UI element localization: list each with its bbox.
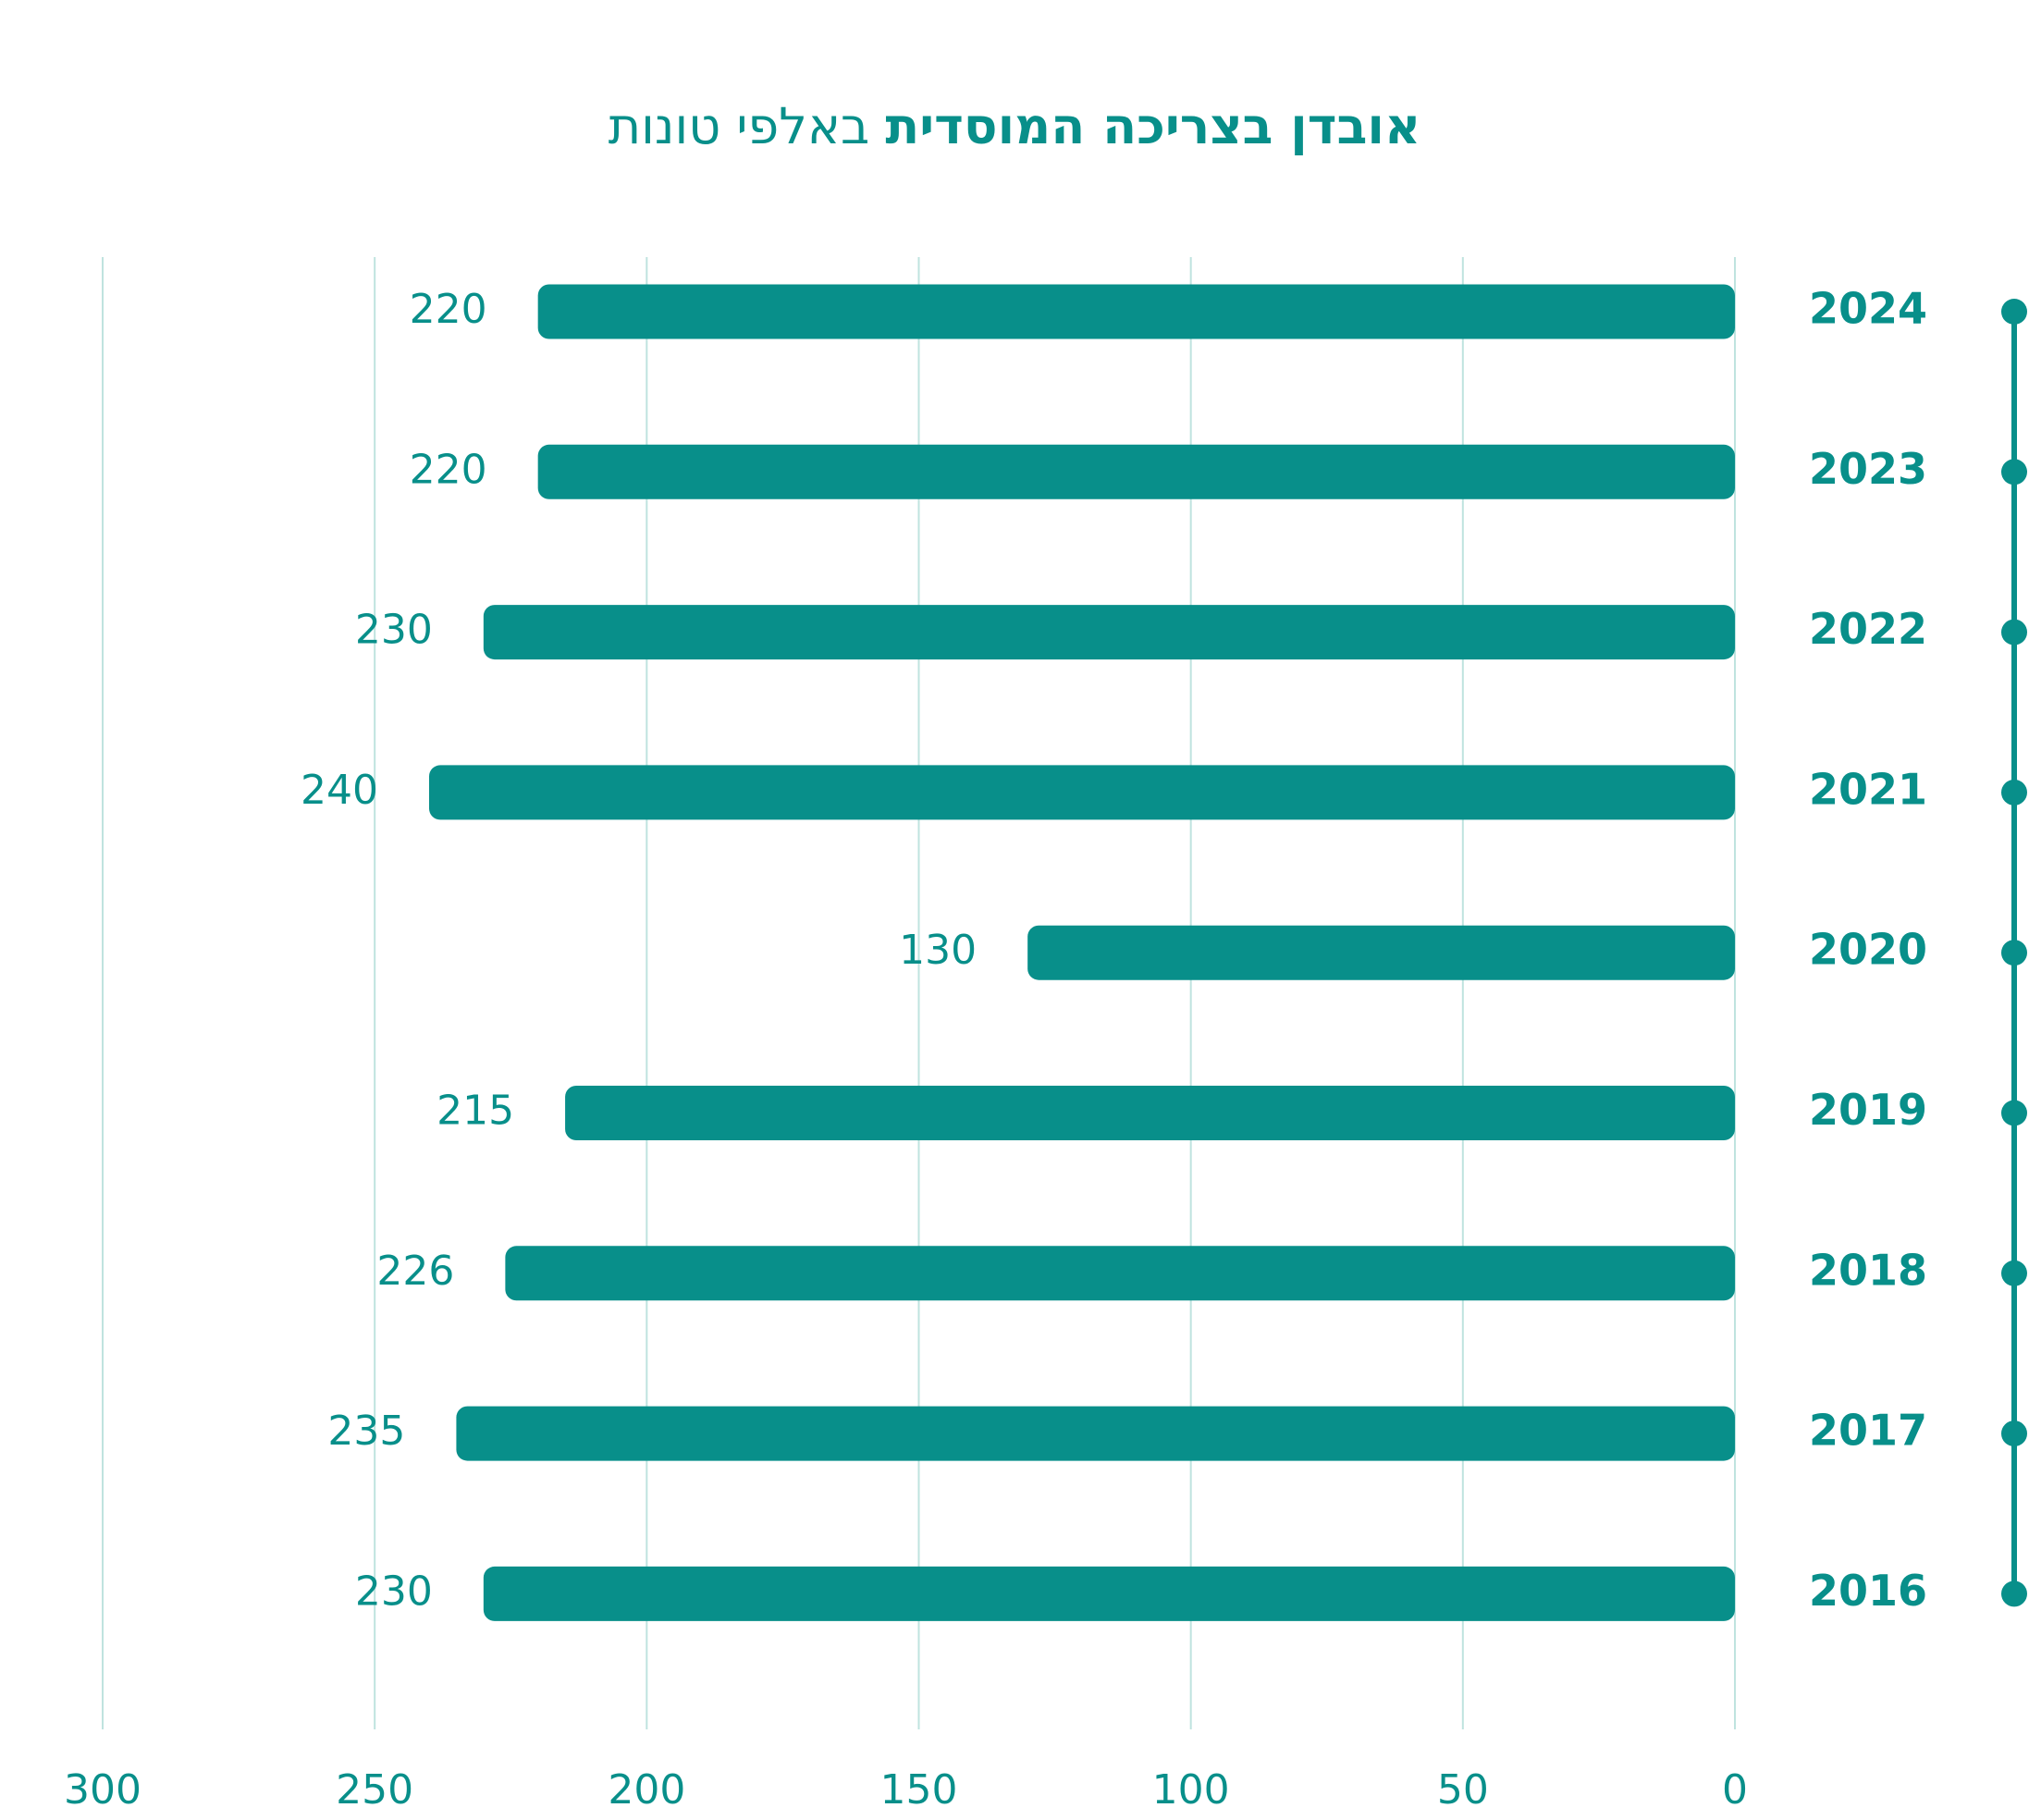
value-label: 130 [899,927,977,974]
y-tick-label: 2018 [1809,1245,1927,1295]
timeline-dot [2001,1100,2027,1126]
y-tick-label: 2024 [1809,284,1927,334]
x-tick-label: 150 [880,1766,958,1814]
y-tick-label: 2021 [1809,764,1927,814]
value-label: 230 [355,1568,433,1615]
title-bold: אובדן בצריכה המוסדית [885,97,1421,155]
value-label: 220 [410,286,487,333]
value-label: 235 [327,1408,405,1455]
value-label: 230 [355,607,433,654]
value-label: 240 [301,767,378,814]
bar [483,1566,1736,1621]
chart-title: אובדן בצריכה המוסדית באלפי טונות [0,97,2029,155]
x-tick-label: 250 [336,1766,413,1814]
bar [537,284,1735,339]
timeline-dot [2001,940,2027,966]
bar [505,1246,1735,1301]
x-tick-label: 200 [608,1766,685,1814]
timeline-dot [2001,1260,2027,1286]
bar [537,444,1735,499]
x-tick-label: 100 [1152,1766,1230,1814]
timeline-dot [2001,619,2027,646]
y-tick-label: 2020 [1809,925,1927,975]
timeline-dot [2001,779,2027,805]
y-tick-label: 2016 [1809,1566,1927,1616]
x-tick-label: 50 [1437,1766,1489,1814]
bar [456,1406,1736,1461]
timeline-dot [2001,299,2027,325]
y-tick-label: 2019 [1809,1085,1927,1135]
y-tick-label: 2023 [1809,444,1927,494]
value-label: 215 [437,1088,514,1135]
value-label: 226 [376,1248,454,1295]
timeline-dot [2001,459,2027,486]
y-tick-label: 2017 [1809,1406,1927,1456]
x-tick-label: 300 [64,1766,141,1814]
timeline-dot [2001,1420,2027,1447]
title-light: באלפי טונות [608,97,870,155]
bar [565,1086,1736,1140]
x-tick-label: 0 [1722,1766,1748,1814]
value-label: 220 [410,446,487,493]
bar [483,605,1736,660]
y-tick-label: 2022 [1809,604,1927,654]
bar [1027,925,1735,980]
bar [429,765,1735,820]
timeline-dot [2001,1580,2027,1607]
